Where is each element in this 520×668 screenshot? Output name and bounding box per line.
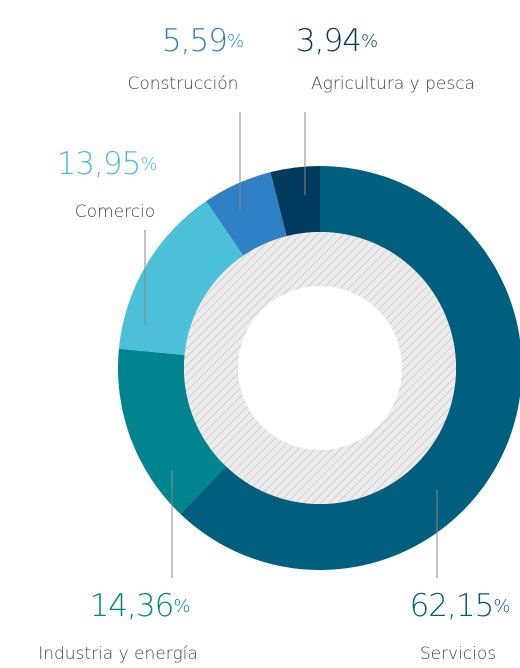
slice <box>118 348 226 514</box>
category-label: Agricultura y pesca <box>311 74 475 94</box>
slice <box>118 201 244 356</box>
value-unit: % <box>140 154 157 175</box>
value-unit: % <box>361 31 378 52</box>
value-label: 3,94% <box>296 23 378 59</box>
slice <box>206 172 287 256</box>
value-label: 13,95% <box>57 146 158 182</box>
center-hole <box>238 286 402 450</box>
value-number: 14,36 <box>90 588 174 624</box>
category-label: Servicios <box>420 644 496 664</box>
category-label: Comercio <box>75 202 155 222</box>
value-unit: % <box>173 596 190 617</box>
value-label: 62,15% <box>410 588 511 624</box>
slice <box>270 166 320 237</box>
value-label: 14,36% <box>90 588 191 624</box>
category-label: Construcción <box>128 74 239 94</box>
category-label: Industria y energía <box>38 644 198 664</box>
value-unit: % <box>227 31 244 52</box>
value-number: 5,59 <box>162 23 227 59</box>
slice <box>180 166 520 570</box>
value-unit: % <box>493 596 510 617</box>
value-number: 62,15 <box>410 588 494 624</box>
value-number: 13,95 <box>57 146 141 182</box>
value-label: 5,59% <box>162 23 244 59</box>
value-number: 3,94 <box>296 23 361 59</box>
